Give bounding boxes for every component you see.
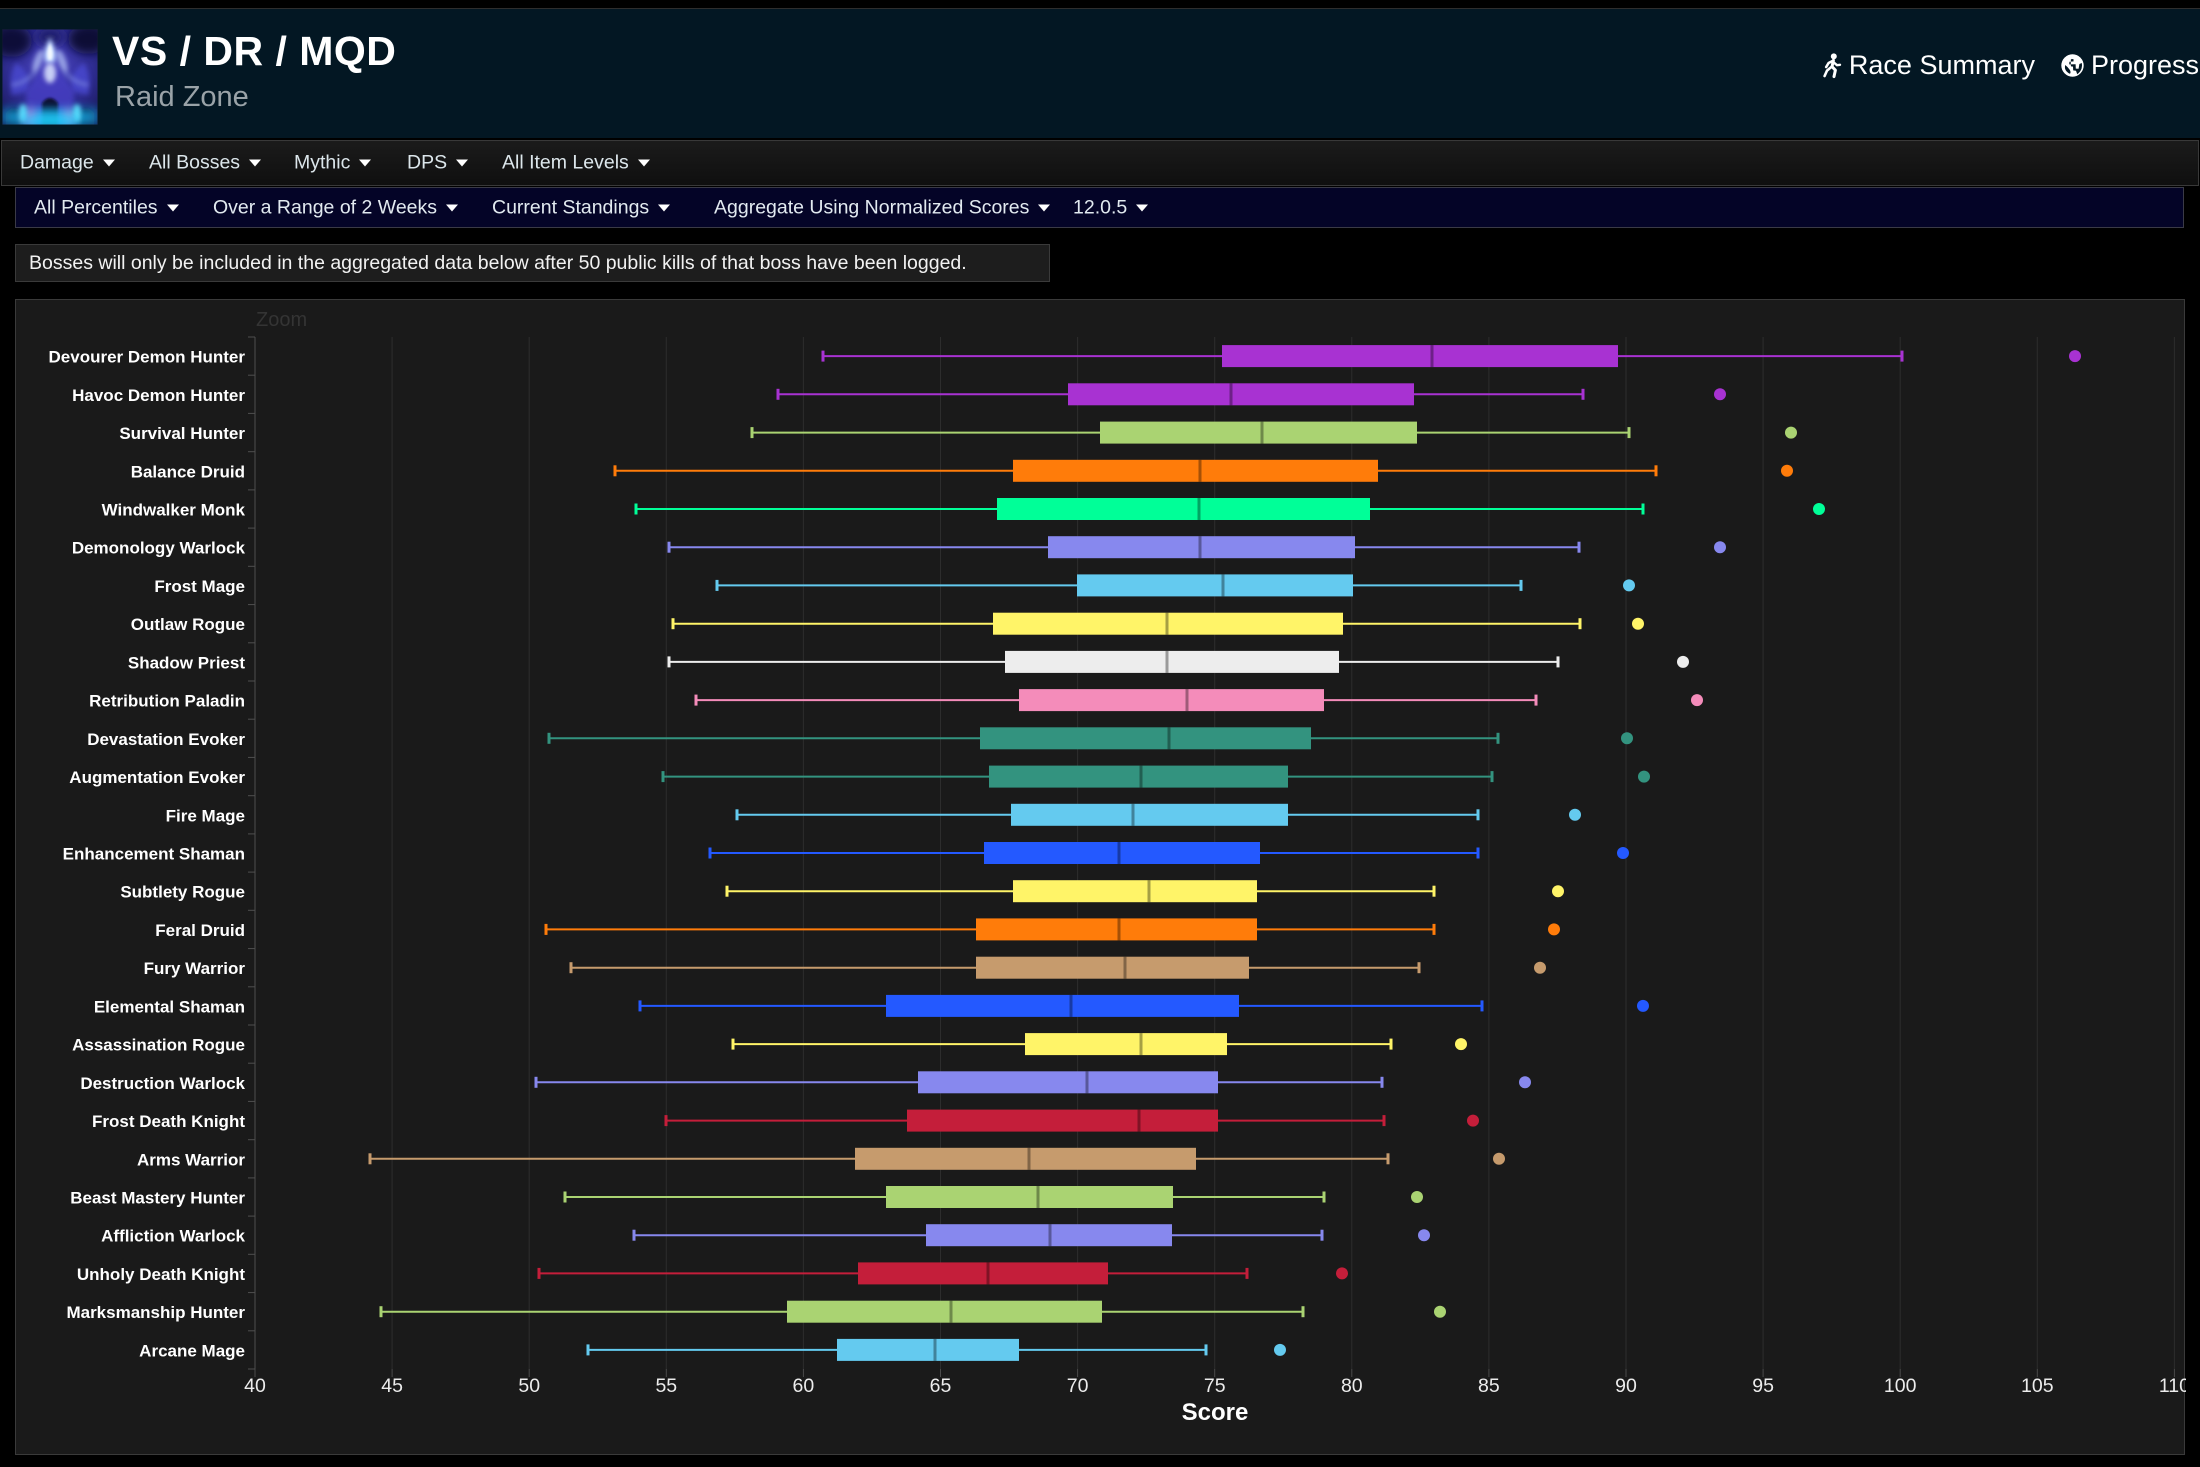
svg-text:Affliction Warlock: Affliction Warlock — [101, 1227, 245, 1246]
svg-text:Assassination Rogue: Assassination Rogue — [72, 1036, 245, 1055]
svg-text:Arcane Mage: Arcane Mage — [139, 1341, 245, 1360]
svg-text:Beast Mastery Hunter: Beast Mastery Hunter — [70, 1189, 245, 1208]
svg-text:Enhancement Shaman: Enhancement Shaman — [63, 845, 245, 864]
svg-text:75: 75 — [1204, 1375, 1226, 1397]
svg-text:Survival Hunter: Survival Hunter — [119, 424, 245, 443]
svg-text:Retribution Paladin: Retribution Paladin — [89, 692, 245, 711]
svg-text:Score: Score — [1182, 1399, 1249, 1426]
svg-text:40: 40 — [244, 1375, 266, 1397]
svg-text:Unholy Death Knight: Unholy Death Knight — [77, 1265, 245, 1284]
svg-text:Frost Mage: Frost Mage — [154, 577, 245, 596]
svg-text:Destruction Warlock: Destruction Warlock — [80, 1074, 245, 1093]
svg-text:Marksmanship Hunter: Marksmanship Hunter — [66, 1303, 245, 1322]
svg-text:Augmentation Evoker: Augmentation Evoker — [69, 768, 245, 787]
svg-text:80: 80 — [1341, 1375, 1363, 1397]
svg-text:Fire Mage: Fire Mage — [166, 806, 245, 825]
svg-text:Elemental Shaman: Elemental Shaman — [94, 997, 245, 1016]
svg-text:Outlaw Rogue: Outlaw Rogue — [131, 615, 245, 634]
svg-text:70: 70 — [1067, 1375, 1089, 1397]
svg-text:45: 45 — [381, 1375, 403, 1397]
svg-text:Devastation Evoker: Devastation Evoker — [87, 730, 245, 749]
svg-text:60: 60 — [793, 1375, 815, 1397]
svg-text:Frost Death Knight: Frost Death Knight — [92, 1112, 245, 1131]
svg-text:55: 55 — [655, 1375, 677, 1397]
svg-text:Fury Warrior: Fury Warrior — [144, 959, 246, 978]
svg-text:Subtlety Rogue: Subtlety Rogue — [120, 883, 245, 902]
svg-text:65: 65 — [930, 1375, 952, 1397]
svg-text:Demonology Warlock: Demonology Warlock — [72, 539, 246, 558]
svg-text:100: 100 — [1884, 1375, 1917, 1397]
svg-text:Balance Druid: Balance Druid — [131, 462, 245, 481]
svg-text:Shadow Priest: Shadow Priest — [128, 653, 245, 672]
svg-text:Devourer Demon Hunter: Devourer Demon Hunter — [49, 348, 246, 367]
svg-text:110: 110 — [2159, 1375, 2186, 1397]
svg-text:105: 105 — [2021, 1375, 2054, 1397]
svg-text:50: 50 — [518, 1375, 540, 1397]
svg-text:Windwalker Monk: Windwalker Monk — [102, 501, 246, 520]
svg-text:95: 95 — [1752, 1375, 1774, 1397]
svg-text:Zoom: Zoom — [256, 309, 307, 331]
svg-text:90: 90 — [1615, 1375, 1637, 1397]
svg-text:Havoc Demon Hunter: Havoc Demon Hunter — [72, 386, 245, 405]
svg-text:Arms Warrior: Arms Warrior — [137, 1150, 245, 1169]
svg-text:85: 85 — [1478, 1375, 1500, 1397]
svg-text:Feral Druid: Feral Druid — [155, 921, 245, 940]
